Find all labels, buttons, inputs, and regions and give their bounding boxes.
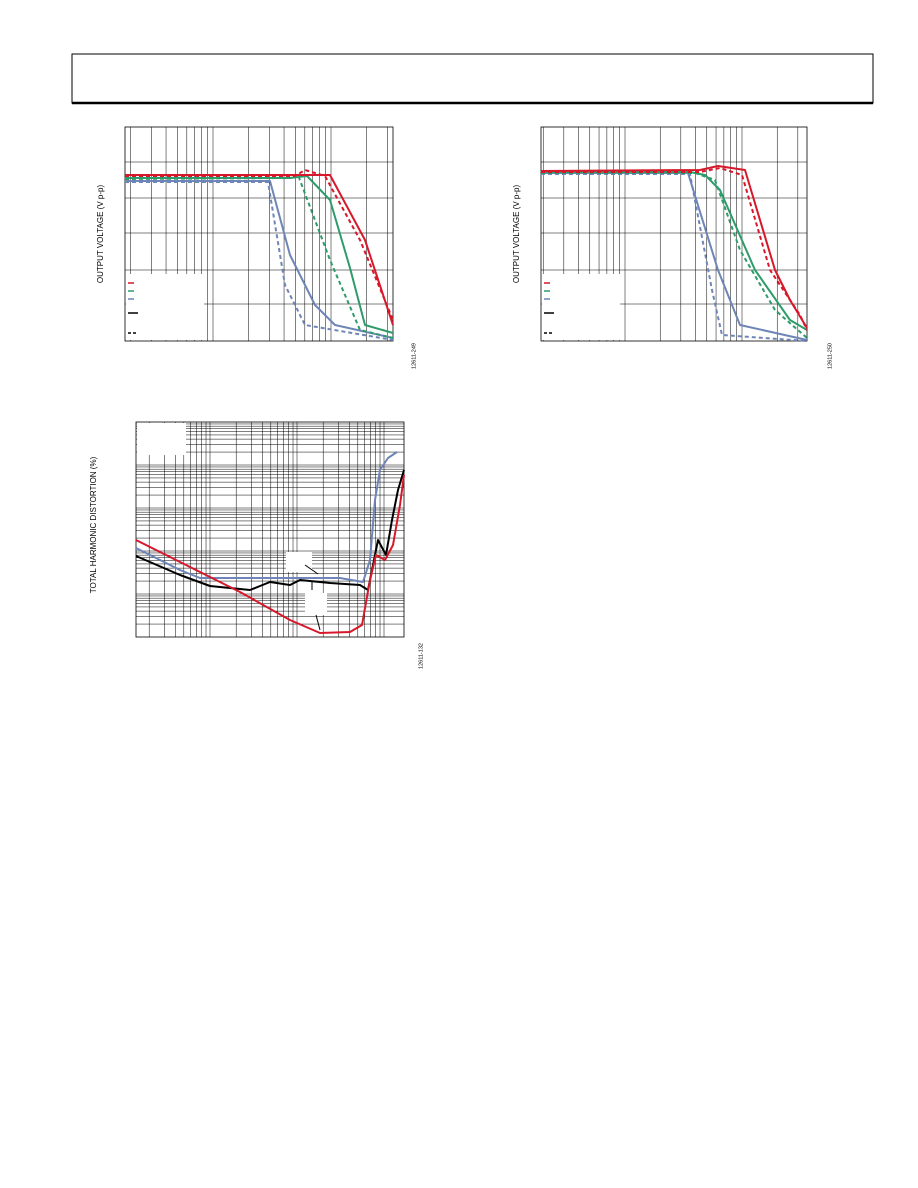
legend-box	[542, 274, 620, 340]
note-box	[137, 423, 186, 455]
curves	[540, 165, 808, 342]
y-axis-label: TOTAL HARMONIC DISTORTION (%)	[89, 456, 98, 593]
arrows	[304, 564, 321, 631]
figure-id: 12611-249	[411, 343, 417, 369]
label-box	[305, 593, 327, 615]
curves	[135, 451, 405, 634]
plot-frame	[135, 421, 405, 638]
label-box	[286, 552, 312, 572]
curves	[124, 169, 394, 341]
legend	[128, 282, 138, 334]
figure-id: 12611-250	[827, 343, 833, 369]
header-box	[71, 53, 874, 104]
plot-frame	[124, 126, 394, 342]
figure-id: 12611-132	[418, 643, 424, 669]
plot-frame	[540, 126, 808, 342]
y-axis-label: OUTPUT VOLTAGE (V p-p)	[96, 185, 105, 284]
legend-box	[126, 274, 204, 340]
y-axis-label: OUTPUT VOLTAGE (V p-p)	[512, 185, 521, 284]
legend	[544, 282, 554, 334]
grid	[541, 127, 807, 341]
